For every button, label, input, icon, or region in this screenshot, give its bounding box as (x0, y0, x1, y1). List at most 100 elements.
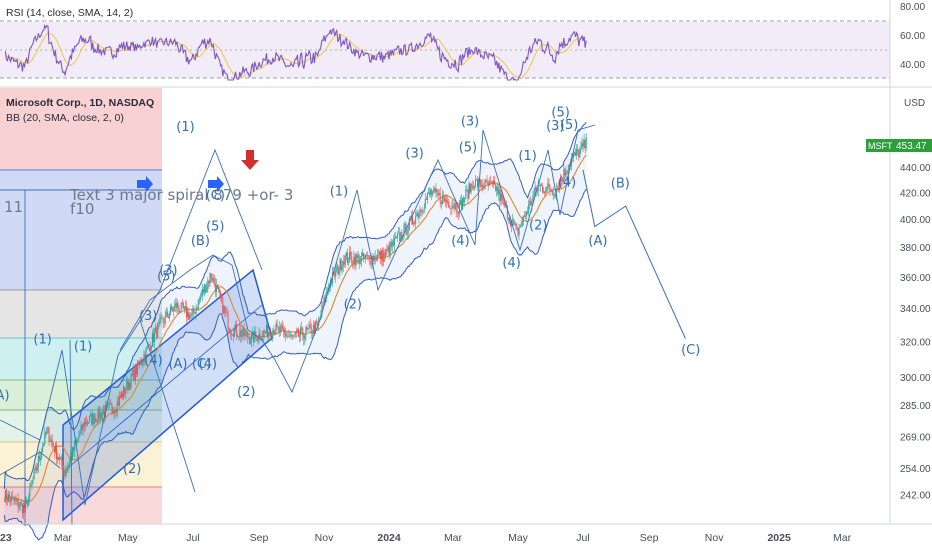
candle-body (119, 396, 121, 398)
candle-body (175, 303, 177, 308)
chart-title[interactable]: Microsoft Corp., 1D, NASDAQ (6, 97, 154, 109)
candle-body (539, 184, 541, 186)
candle-body (66, 468, 68, 472)
candle-body (58, 457, 60, 460)
candle-body (466, 189, 468, 191)
candle-body (391, 241, 393, 247)
wave-label-0: (A) (0, 389, 10, 404)
candle-body (191, 313, 193, 316)
candle-body (37, 456, 39, 467)
candle-body (440, 202, 442, 205)
candle-body (47, 427, 49, 429)
wave-label-2: (1) (74, 340, 92, 355)
candle-body (558, 187, 560, 190)
candle-body (146, 346, 148, 348)
candle-body (200, 295, 202, 297)
candle-body (470, 184, 472, 193)
candle-body (33, 470, 35, 480)
candle-body (484, 180, 486, 189)
candle-body (101, 413, 103, 419)
candle-body (235, 324, 237, 329)
candle-body (482, 185, 484, 188)
candle-body (198, 299, 200, 301)
candle-body (69, 456, 71, 461)
candle-body (361, 253, 363, 257)
bb-lower-band (3, 188, 587, 541)
candle-body (171, 306, 173, 310)
wave-label-31: (C) (681, 343, 700, 358)
candle-body (411, 216, 413, 224)
candle-body (387, 246, 389, 251)
candle-body (85, 421, 87, 424)
candle-body (124, 386, 126, 394)
candle-body (542, 186, 544, 192)
candle-body (585, 137, 587, 149)
rsi-line (4, 23, 587, 81)
candle-body (502, 198, 504, 200)
wave-label-19: (4) (451, 234, 469, 249)
candle-body (65, 471, 67, 476)
candle-body (372, 256, 374, 262)
candle-body (520, 225, 522, 227)
wave-label-29: (A) (588, 234, 607, 249)
candle-body (472, 185, 474, 189)
candle-body (477, 179, 479, 187)
candle-body (125, 390, 127, 394)
candle-body (12, 496, 14, 498)
price-tick-12: 242.00 (900, 491, 931, 502)
candle-body (436, 189, 438, 194)
candle-body (454, 203, 456, 209)
candle-body (471, 184, 473, 186)
candle-body (6, 499, 8, 502)
wave-label-7: (5) (157, 269, 175, 284)
candle-body (159, 318, 161, 323)
bb-legend[interactable]: BB (20, SMA, close, 2, 0) (6, 112, 124, 124)
time-axis[interactable]: 2023 Mar May Jul Sep Nov 2024 Mar May Jul Sep Nov 20… (0, 532, 852, 544)
wave-label-26: (5) (551, 105, 569, 120)
candle-body (63, 471, 65, 473)
candle-body (453, 206, 455, 209)
candle-body (584, 139, 586, 149)
candle-body (433, 188, 435, 193)
candle-body (54, 444, 56, 453)
candle-body (67, 466, 69, 469)
candle-body (455, 203, 457, 211)
candle-body (194, 312, 196, 314)
fib-zone-pink (0, 487, 162, 524)
candle-body (296, 329, 298, 333)
last-price: 453.47 (896, 141, 927, 152)
candle-body (415, 216, 417, 224)
last-price-tag: MSFT 453.47 (866, 139, 932, 152)
candle-body (365, 255, 367, 258)
candle-body (248, 338, 250, 344)
candle-body (95, 418, 97, 422)
candle-body (190, 315, 192, 317)
candle-body (305, 327, 307, 335)
candle-body (290, 334, 292, 336)
candle-body (559, 180, 561, 190)
candle-body (526, 211, 528, 216)
candle-body (375, 260, 377, 262)
candle-body (24, 504, 26, 509)
candle-body (221, 297, 223, 299)
candle-body (116, 401, 118, 413)
candle-body (429, 192, 431, 195)
candle-body (237, 335, 239, 337)
candle-body (492, 180, 494, 184)
candle-body (408, 218, 410, 230)
candle-body (423, 208, 425, 211)
candle-body (273, 330, 275, 334)
candle-body (562, 178, 564, 182)
candle-body (358, 255, 360, 265)
candle-body (419, 209, 421, 214)
candle-body (84, 421, 86, 427)
candle-body (344, 255, 346, 265)
candle-body (152, 333, 154, 343)
candle-body (242, 327, 244, 335)
price-tick-5: 360.00 (900, 273, 931, 284)
price-axis[interactable]: 460.00440.00420.00400.00380.00360.00340.… (900, 139, 931, 502)
candle-body (568, 164, 570, 170)
currency-label: USD (904, 98, 925, 109)
candle-body (417, 213, 419, 218)
